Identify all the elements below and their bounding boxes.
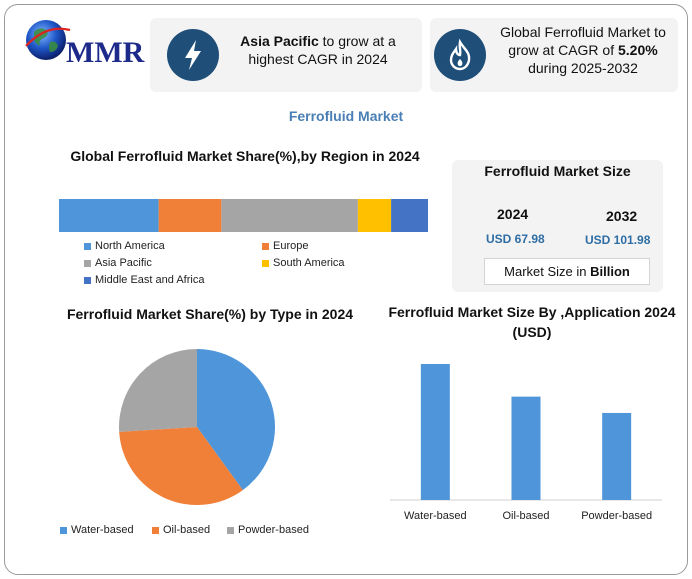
legend-label: Asia Pacific — [95, 257, 152, 269]
legend-swatch — [60, 526, 67, 534]
highlight-rest: to grow at a highest CAGR in 2024 — [248, 33, 396, 67]
legend-item-water-based: Water-based — [60, 524, 134, 536]
bar-oil-based — [511, 396, 541, 500]
x-tick-label-oil-based: Oil-based — [502, 510, 549, 522]
market-size-title: Ferrofluid Market Size — [484, 163, 631, 179]
legend-swatch — [84, 259, 91, 267]
pie-slice-water-based — [197, 349, 275, 491]
highlight-bold: 5.20% — [618, 42, 658, 58]
highlight-text: Global Ferrofluid Market to grow at CAGR… — [490, 23, 676, 77]
type-chart-title: Ferrofluid Market Share(%) by Type in 20… — [66, 306, 354, 322]
application-chart-title: Ferrofluid Market Size By ,Application 2… — [388, 304, 676, 340]
legend-label: South America — [273, 257, 345, 269]
stack-segment-europe — [158, 199, 222, 232]
unit-prefix: Market Size in — [504, 264, 591, 279]
lightning-bolt-icon — [185, 40, 201, 70]
x-tick-label-powder-based: Powder-based — [581, 510, 652, 522]
stack-segment-south-america — [357, 199, 392, 232]
page-title: Ferrofluid Market — [288, 108, 404, 124]
legend-swatch — [152, 526, 159, 534]
highlight-badge — [167, 29, 219, 81]
highlight-badge — [434, 29, 486, 81]
legend-swatch — [84, 276, 91, 284]
legend-label: Europe — [273, 240, 309, 252]
legend-item-powder-based: Powder-based — [227, 524, 309, 536]
globe-logo-icon — [25, 20, 71, 60]
region-chart-title: Global Ferrofluid Market Share(%),by Reg… — [70, 148, 420, 164]
region-stacked-bar — [59, 199, 428, 232]
pie-slice-oil-based — [119, 427, 243, 505]
legend-item-north-america: North America — [84, 240, 165, 252]
market-size-year-2032: 2032 — [606, 208, 638, 224]
x-tick-label-water-based: Water-based — [404, 510, 467, 522]
legend-label: Middle East and Africa — [95, 274, 205, 286]
legend-swatch — [262, 259, 269, 267]
highlight-rest: during 2025-2032 — [528, 60, 638, 76]
legend-item-europe: Europe — [262, 240, 308, 252]
highlight-bold: Asia Pacific — [240, 33, 319, 49]
highlight-card-global-cagr: Global Ferrofluid Market to grow at CAGR… — [430, 18, 678, 92]
flame-icon — [449, 38, 471, 71]
type-pie-chart — [119, 349, 275, 505]
highlight-text: Asia Pacific to grow at a highest CAGR i… — [230, 32, 406, 68]
legend-label: North America — [95, 240, 165, 252]
stack-segment-asia-pacific — [221, 199, 358, 232]
highlight-card-cagr-region: Asia Pacific to grow at a highest CAGR i… — [150, 18, 422, 92]
unit-bold: Billion — [590, 264, 630, 279]
legend-label: Water-based — [71, 524, 134, 536]
pie-slice-powder-based — [119, 349, 197, 432]
brand-logo-text: MMR — [66, 36, 145, 69]
market-size-value-2032: USD 101.98 — [585, 233, 651, 247]
bar-powder-based — [602, 412, 632, 500]
legend-swatch — [84, 242, 91, 250]
legend-swatch — [262, 242, 269, 250]
legend-item-south-america: South America — [262, 257, 345, 269]
legend-label: Powder-based — [238, 524, 309, 536]
market-size-year-2024: 2024 — [497, 206, 529, 222]
bar-water-based — [420, 364, 450, 500]
legend-label: Oil-based — [163, 524, 211, 536]
application-bar-chart: Water-based Oil-based Powder-based — [390, 364, 662, 522]
highlight-lead: Global Ferrofluid Market to grow at CAGR… — [500, 24, 666, 58]
stack-segment-north-america — [59, 199, 159, 232]
market-size-unit: Market Size in Billion — [484, 258, 650, 285]
legend-swatch — [227, 526, 234, 534]
legend-item-oil-based: Oil-based — [152, 524, 210, 536]
legend-item-middle-east-africa: Middle East and Africa — [84, 274, 204, 286]
legend-item-asia-pacific: Asia Pacific — [84, 257, 152, 269]
market-size-value-2024: USD 67.98 — [486, 232, 545, 246]
stack-segment-middle-east-and-africa — [391, 199, 428, 232]
